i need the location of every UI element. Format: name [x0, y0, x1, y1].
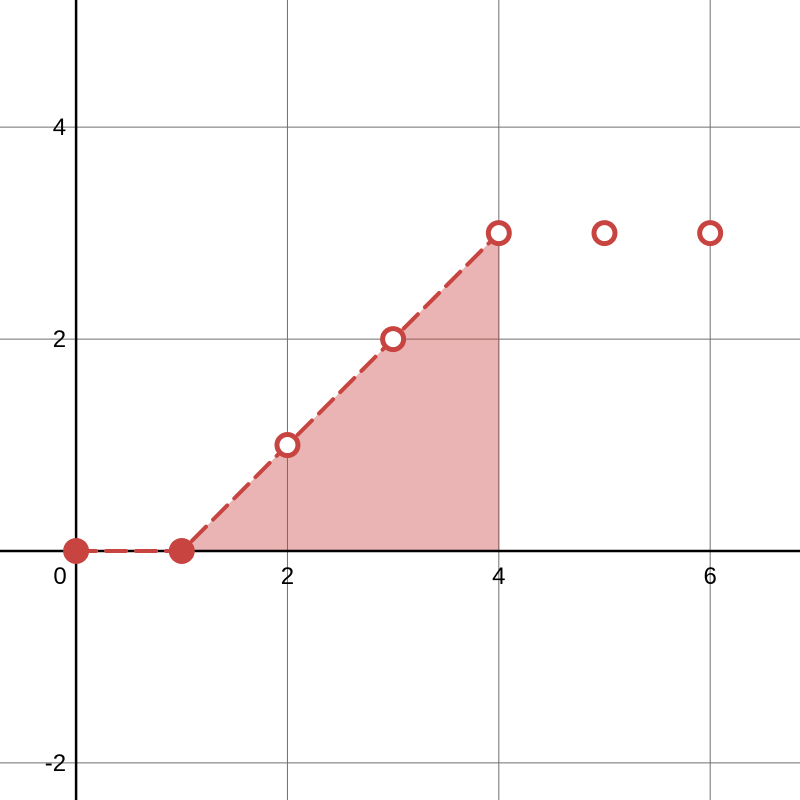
x-tick-label: 2 [281, 563, 294, 590]
x-tick-label: 6 [703, 563, 716, 590]
tick-labels: 0 2 4 6 -2 2 4 [45, 114, 717, 777]
x-tick-label: 4 [492, 563, 505, 590]
point-open [485, 220, 512, 247]
point-filled [63, 537, 90, 564]
data-points [63, 220, 724, 564]
point-open [697, 220, 724, 247]
point-open [380, 326, 407, 353]
point-open [591, 220, 618, 247]
y-tick-label: 4 [53, 114, 66, 141]
point-filled [168, 537, 195, 564]
x-tick-label: 0 [53, 563, 66, 590]
y-tick-label: -2 [45, 750, 66, 777]
y-tick-label: 2 [53, 326, 66, 353]
point-open [274, 432, 301, 459]
